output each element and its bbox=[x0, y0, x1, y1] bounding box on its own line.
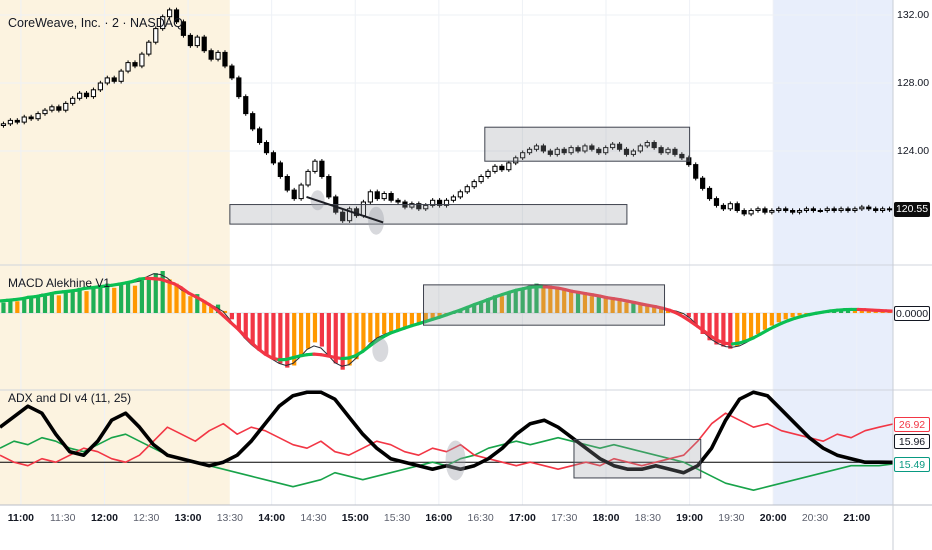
di-plus-value-badge: 15.49 bbox=[894, 457, 930, 472]
di-minus-value-badge: 26.92 bbox=[894, 417, 930, 432]
rectangle-drawing[interactable] bbox=[423, 284, 666, 326]
symbol-title[interactable]: CoreWeave, Inc. · 2 · NASDAQ bbox=[8, 16, 183, 30]
drawings[interactable] bbox=[229, 126, 702, 481]
rectangle-drawing[interactable] bbox=[484, 126, 691, 162]
adx-series bbox=[0, 390, 894, 492]
ellipse-drawing[interactable] bbox=[445, 440, 466, 481]
adx-value-badge: 15.96 bbox=[894, 434, 930, 449]
session-shading bbox=[0, 0, 893, 505]
ellipse-drawing[interactable] bbox=[372, 337, 389, 362]
trendline-drawing[interactable] bbox=[306, 195, 384, 224]
rectangle-drawing[interactable] bbox=[229, 204, 628, 225]
macd-value-badge: 0.0000 bbox=[894, 306, 930, 321]
macd-lines bbox=[0, 273, 895, 367]
last-price-badge: 120.55 bbox=[894, 202, 930, 217]
gridlines bbox=[0, 0, 893, 505]
indicator-label-adx[interactable]: ADX and DI v4 (11, 25) bbox=[8, 391, 132, 405]
macd-histogram bbox=[1, 271, 892, 370]
rectangle-drawing[interactable] bbox=[573, 438, 702, 479]
indicator-label-macd[interactable]: MACD Alekhine V1 bbox=[8, 276, 111, 290]
